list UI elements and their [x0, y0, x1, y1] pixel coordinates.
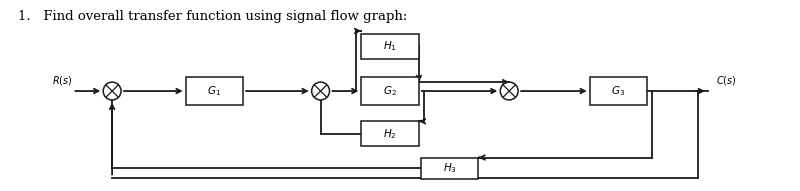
- Text: $H_1$: $H_1$: [383, 40, 397, 53]
- Circle shape: [500, 82, 518, 100]
- Circle shape: [103, 82, 121, 100]
- FancyBboxPatch shape: [186, 77, 243, 105]
- Text: 1.   Find overall transfer function using signal flow graph:: 1. Find overall transfer function using …: [18, 10, 407, 23]
- Text: $G_3$: $G_3$: [611, 84, 626, 98]
- FancyBboxPatch shape: [362, 121, 419, 146]
- Text: $G_1$: $G_1$: [207, 84, 222, 98]
- FancyBboxPatch shape: [362, 77, 419, 105]
- Text: $R(s)$: $R(s)$: [52, 74, 73, 87]
- Circle shape: [312, 82, 330, 100]
- Text: $H_3$: $H_3$: [442, 162, 457, 175]
- Text: $G_2$: $G_2$: [383, 84, 397, 98]
- FancyBboxPatch shape: [590, 77, 647, 105]
- Text: $H_2$: $H_2$: [383, 127, 397, 141]
- FancyBboxPatch shape: [421, 158, 478, 179]
- FancyBboxPatch shape: [362, 34, 419, 59]
- Text: $C(s)$: $C(s)$: [716, 74, 736, 87]
